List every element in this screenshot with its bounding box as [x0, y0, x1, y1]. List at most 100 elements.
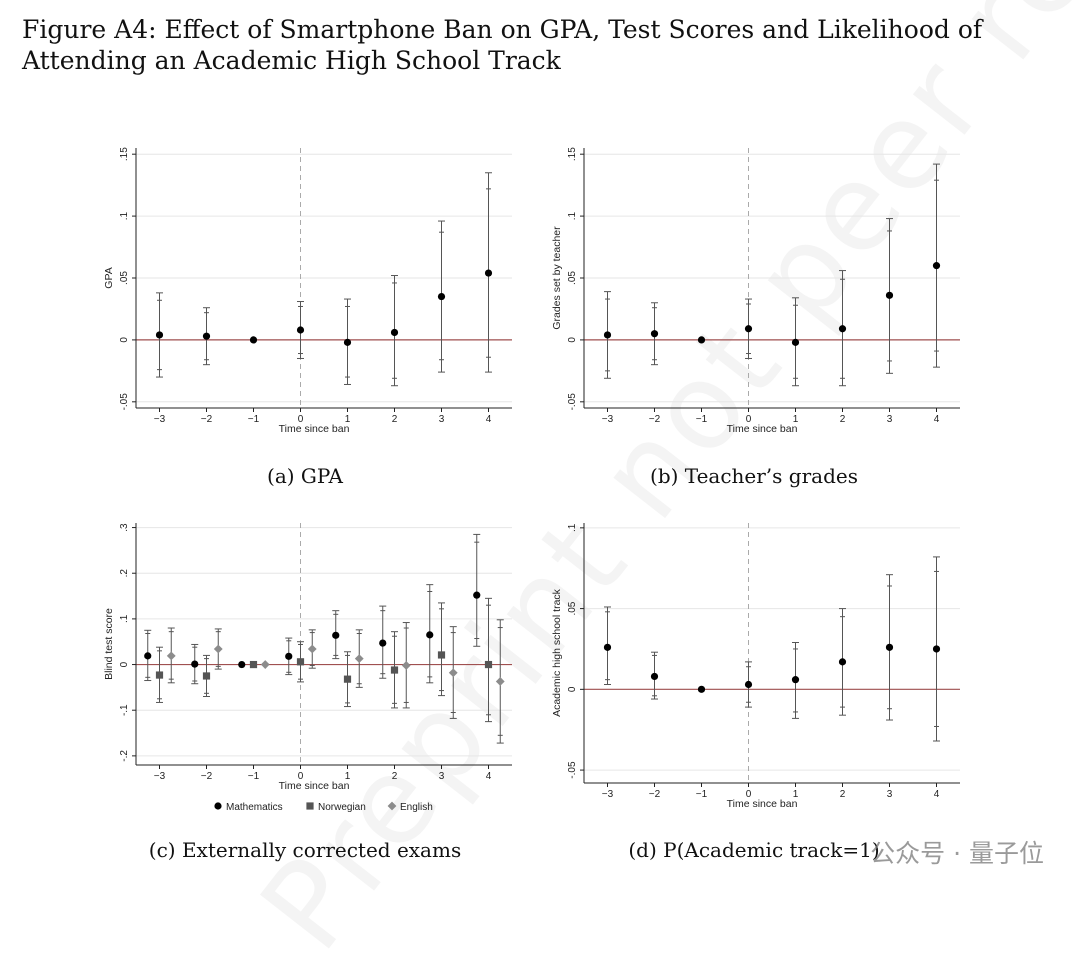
p2-s1-point-5	[390, 666, 399, 674]
p2-s1-point-3	[296, 658, 305, 666]
p0-xtick-label-7: 4	[486, 414, 492, 425]
p3-xtick-label-4: 1	[793, 789, 799, 800]
p3-xtick-label-0: −3	[602, 789, 614, 800]
p0-xtick-label-1: −2	[201, 414, 213, 425]
p1-s0-point-4	[791, 338, 800, 346]
panel-a-gpa: -.05 0 .05 .1 .15 −3 −2 −1 0 1 2 3 4 Time since ban GP…	[100, 140, 530, 445]
chart-teacher-grades: -.05 0 .05 .1 .15 −3 −2 −1 0 1 2 3 4 Time since ban Gr…	[551, 147, 960, 435]
p1-xtick-label-2: −1	[696, 414, 708, 425]
p2-s1-point-7	[484, 660, 493, 669]
p1-s0-point-1	[650, 330, 659, 338]
chart-blind-tests: -.2 -.1 0 .1 .2 .3 −3 −2 −1 0 1 2 3 4 Time since ban Bl…	[103, 523, 512, 813]
p2-xtick-label-6: 3	[439, 771, 445, 782]
p3-y-axis-title: Academic high school track	[551, 588, 563, 717]
panel-b-teacher-grades: -.05 0 .05 .1 .15 −3 −2 −1 0 1 2 3 4 Time since ban Gr…	[548, 140, 978, 445]
p3-xtick-label-3: 0	[746, 789, 752, 800]
p0-s0-point-6	[437, 292, 446, 301]
p3-s0-point-4	[791, 676, 800, 684]
p2-s0-point-7	[473, 591, 481, 599]
p2-s2-point-2	[260, 660, 270, 669]
panel-d-academic-track: -.05 0 .05 .1 −3 −2 −1 0 1 2 3 4 Time since ban Acade…	[548, 515, 978, 820]
p2-s2-point-5	[401, 661, 411, 670]
p3-ytick-label-0: -.05	[567, 761, 578, 779]
p2-s2-point-3	[307, 644, 317, 654]
p0-s0-point-1	[202, 332, 211, 340]
p2-legend-marker-0	[214, 802, 222, 810]
p2-ytick-label-2: 0	[119, 661, 130, 667]
p0-s0-point-3	[296, 326, 305, 334]
p3-xtick-label-6: 3	[887, 789, 893, 800]
p2-legend-label-0: Mathematics	[226, 802, 283, 813]
p0-s0-point-4	[343, 338, 352, 346]
p0-xtick-label-6: 3	[439, 414, 445, 425]
chart-gpa: -.05 0 .05 .1 .15 −3 −2 −1 0 1 2 3 4 Time since ban GP…	[103, 147, 512, 435]
p3-s0-point-2	[697, 685, 706, 693]
p3-s0-point-5	[838, 658, 847, 666]
p1-ytick-label-0: -.05	[567, 393, 578, 411]
p1-xtick-label-6: 3	[887, 414, 893, 425]
p1-s0-point-3	[744, 325, 753, 333]
p3-xtick-label-7: 4	[934, 789, 940, 800]
p0-s0-point-5	[390, 328, 399, 337]
figure-title: Figure A4: Effect of Smartphone Ban on G…	[22, 15, 983, 75]
p2-ytick-label-0: -.2	[119, 750, 130, 762]
p1-ytick-label-3: .1	[567, 211, 578, 220]
p0-s0-point-0	[155, 331, 164, 339]
p2-s1-point-4	[343, 675, 352, 683]
p2-ytick-label-4: .2	[119, 569, 130, 578]
p2-xtick-label-3: 0	[298, 771, 304, 782]
p1-xtick-label-4: 1	[793, 414, 799, 425]
p2-xtick-label-7: 4	[486, 771, 492, 782]
caption-a: (a) GPA	[267, 464, 343, 488]
p2-ytick-label-3: .1	[119, 614, 130, 623]
p0-s0-point-7	[484, 269, 493, 277]
p2-s0-point-0	[144, 652, 152, 660]
chart-academic-track: -.05 0 .05 .1 −3 −2 −1 0 1 2 3 4 Time since ban Acade…	[551, 523, 960, 810]
p1-s0-point-5	[838, 325, 847, 333]
brand-watermark: 公众号 · 量子位	[870, 839, 1044, 868]
p1-s0-point-7	[932, 262, 941, 270]
p2-s0-point-2	[238, 660, 246, 669]
p1-xtick-label-1: −2	[649, 414, 661, 425]
p3-xtick-label-5: 2	[840, 789, 846, 800]
p2-s0-point-6	[426, 631, 434, 639]
p2-s0-point-4	[332, 631, 340, 639]
p2-xtick-label-4: 1	[345, 771, 351, 782]
p3-s0-point-6	[885, 643, 894, 651]
panel-c-blind-tests: -.2 -.1 0 .1 .2 .3 −3 −2 −1 0 1 2 3 4 Time since ban Bl…	[100, 515, 530, 820]
p0-xtick-label-0: −3	[154, 414, 166, 425]
p2-s2-point-6	[448, 668, 458, 678]
p0-ytick-label-2: .05	[119, 271, 130, 285]
p1-ytick-label-1: 0	[567, 337, 578, 343]
p1-ytick-label-2: .05	[567, 271, 578, 285]
p0-s0-point-2	[249, 336, 258, 344]
caption-b: (b) Teacher’s grades	[650, 464, 858, 488]
p3-xtick-label-1: −2	[649, 789, 661, 800]
p2-s0-point-5	[379, 639, 387, 647]
p1-xtick-label-7: 4	[934, 414, 940, 425]
p0-ytick-label-1: 0	[119, 337, 130, 343]
p3-s0-point-7	[932, 645, 941, 653]
p2-xtick-label-1: −2	[201, 771, 213, 782]
p1-xtick-label-0: −3	[602, 414, 614, 425]
p3-ytick-label-3: .1	[567, 523, 578, 532]
p1-y-axis-title: Grades set by teacher	[551, 226, 563, 330]
p0-xtick-label-2: −1	[248, 414, 260, 425]
p2-s0-point-3	[285, 652, 293, 660]
p0-ytick-label-3: .1	[119, 211, 130, 220]
p2-y-axis-title: Blind test score	[103, 608, 115, 680]
p2-s0-point-1	[191, 660, 199, 668]
p2-x-axis-title: Time since ban	[279, 780, 350, 792]
p3-ytick-label-1: 0	[567, 686, 578, 692]
p0-xtick-label-5: 2	[392, 414, 398, 425]
p2-s1-point-0	[155, 671, 164, 679]
caption-c: (c) Externally corrected exams	[148, 838, 462, 862]
p1-s0-point-6	[885, 291, 894, 299]
p2-s2-point-0	[166, 651, 176, 661]
p2-s1-point-1	[202, 672, 211, 680]
p1-xtick-label-5: 2	[840, 414, 846, 425]
caption-d: (d) P(Academic track=1)	[628, 838, 880, 862]
p3-s0-point-0	[603, 643, 612, 651]
p2-ytick-label-1: -.1	[119, 704, 130, 716]
p3-ytick-label-2: .05	[567, 601, 578, 615]
